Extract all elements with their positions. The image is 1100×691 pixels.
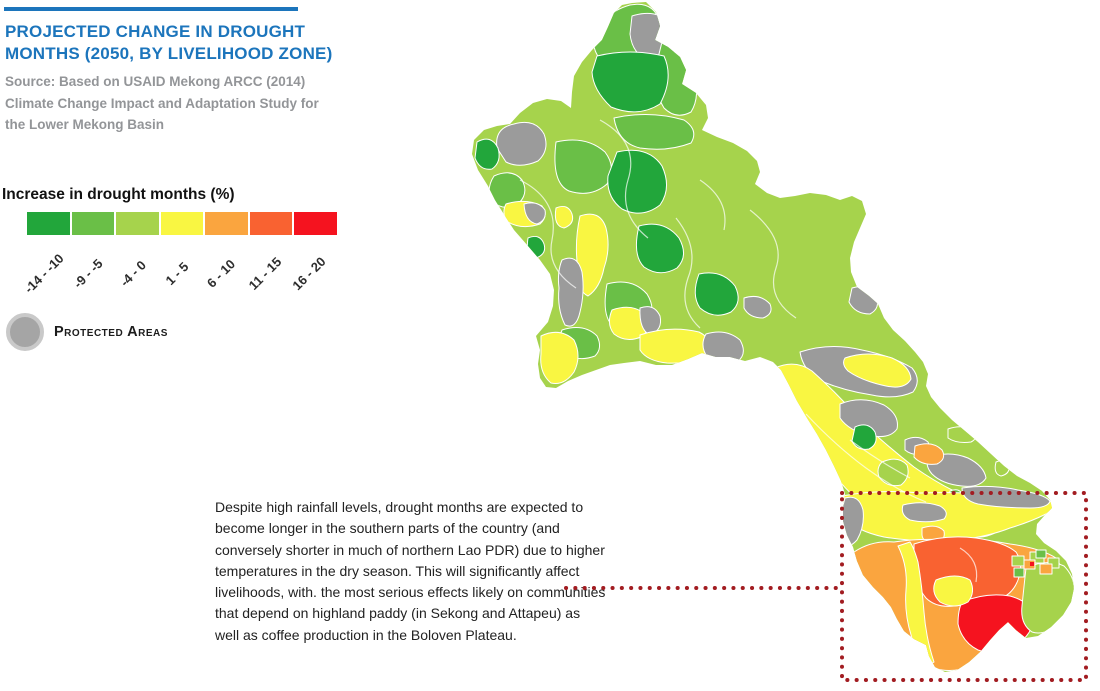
map-zone [851, 424, 877, 450]
title-rule [4, 7, 298, 11]
legend-color-bar [27, 212, 338, 235]
protected-area-patch [865, 628, 883, 651]
protected-area-patch [639, 306, 661, 336]
source-note: Source: Based on USAID Mekong ARCC (2014… [5, 74, 319, 133]
map-zone [933, 575, 974, 607]
map-zone [1035, 549, 1047, 559]
legend-swatch-5 [205, 212, 248, 235]
map-zone [554, 206, 574, 229]
map-zone [526, 236, 546, 259]
zone-border-line [849, 439, 911, 479]
protected-area-patch [743, 296, 772, 319]
map-zone [843, 353, 912, 388]
legend-swatch-4 [160, 212, 204, 235]
protected-area-patch [901, 502, 947, 523]
protected-area-patch [523, 202, 546, 225]
zone-border-line [599, 119, 649, 239]
zone-border-line [749, 209, 797, 319]
map-zone [474, 138, 500, 170]
map-zone [1023, 559, 1036, 570]
zone-border-line [519, 179, 577, 289]
zone-border-line [959, 547, 978, 583]
map-zone [694, 272, 739, 316]
zone-border-line [675, 217, 701, 329]
legend-swatch-2 [71, 212, 115, 235]
legend-swatch-1 [27, 212, 70, 235]
legend-swatch-6 [249, 212, 293, 235]
map-zone [1047, 557, 1060, 569]
protected-areas-icon [6, 313, 44, 351]
map-zone [607, 149, 667, 214]
map-zone [591, 51, 669, 113]
map-zone [877, 458, 909, 487]
map-zone [994, 460, 1010, 477]
legend-swatch-7 [294, 212, 338, 235]
map-zone [540, 331, 579, 384]
map-zone [1013, 567, 1025, 578]
annotation-text: Despite high rainfall levels, drought mo… [215, 499, 606, 643]
map-zone [1030, 562, 1034, 566]
protected-area-patch [557, 257, 584, 327]
zone-border-line [699, 179, 726, 231]
map-zone [639, 328, 712, 364]
map-zone [1039, 563, 1053, 575]
legend-swatch-3 [116, 212, 159, 235]
map-zone [613, 113, 695, 150]
protected-area-patch [926, 453, 987, 487]
page-title: PROJECTED CHANGE IN DROUGHT MONTHS (2050… [5, 22, 333, 64]
map-zone [897, 541, 935, 667]
map-zone [635, 223, 684, 274]
map-zone [947, 426, 977, 443]
map-zone [554, 139, 612, 194]
protected-area-patch [496, 121, 547, 166]
protected-areas-label: Protected Areas [54, 324, 168, 340]
map-zone [1011, 555, 1025, 567]
legend-title: Increase in drought months (%) [2, 186, 235, 203]
map-zone [913, 443, 945, 465]
